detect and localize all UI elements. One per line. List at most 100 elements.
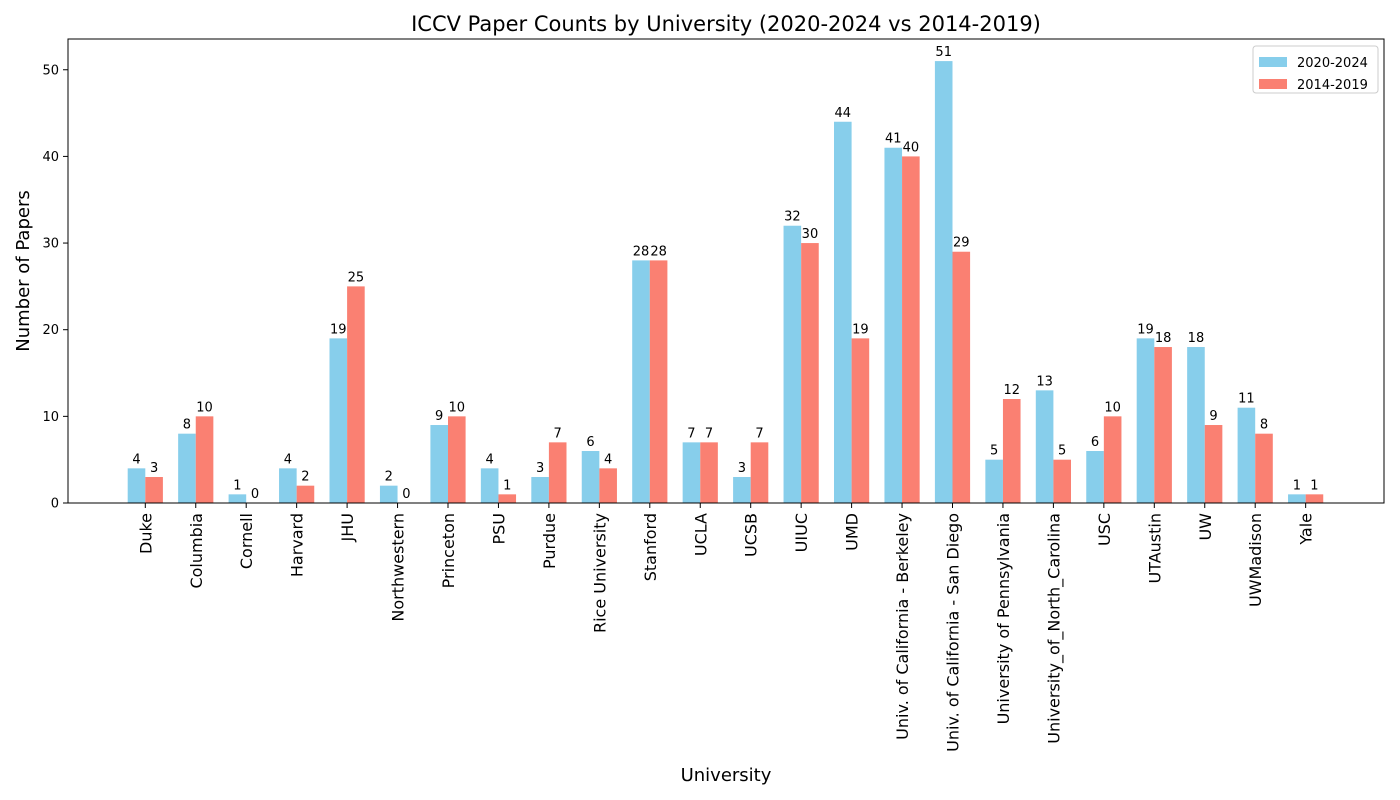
data-label: 1 — [503, 478, 511, 493]
x-tick-label: Yale — [1297, 513, 1316, 546]
bar-series-2 — [750, 442, 769, 503]
bar-series-1 — [531, 477, 549, 503]
x-tick-label: JHU — [338, 513, 357, 542]
y-tick-label: 20 — [42, 323, 59, 338]
x-tick-label: UMD — [843, 513, 862, 551]
data-label: 10 — [196, 400, 213, 415]
legend-label: 2020-2024 — [1297, 56, 1368, 71]
data-label: 10 — [1104, 400, 1121, 415]
data-label: 41 — [885, 132, 902, 147]
data-label: 10 — [449, 400, 466, 415]
bar-series-1 — [329, 338, 348, 503]
bar-series-1 — [279, 468, 297, 503]
data-label: 5 — [990, 444, 998, 459]
bar-series-2 — [448, 416, 466, 503]
bar-series-1 — [127, 468, 146, 503]
x-tick-label: University of Pennsylvania — [994, 513, 1013, 724]
x-axis-label: University — [681, 765, 772, 786]
bar-series-2 — [1103, 416, 1122, 503]
bar-series-2 — [1255, 433, 1273, 503]
bar-series-1 — [480, 468, 499, 503]
x-tick-label: UTAustin — [1145, 513, 1164, 584]
bar-series-1 — [985, 459, 1003, 503]
x-tick-label: Univ. of California - San Diego — [944, 513, 963, 752]
data-label: 2 — [385, 470, 393, 485]
bar-series-2 — [599, 468, 617, 503]
legend-swatch — [1259, 57, 1287, 67]
data-label: 0 — [402, 487, 410, 502]
y-tick-label: 40 — [42, 150, 59, 165]
data-label: 3 — [738, 461, 746, 476]
bar-series-1 — [682, 442, 701, 503]
data-label: 19 — [852, 322, 869, 337]
data-label: 44 — [835, 106, 852, 121]
bar-series-2 — [700, 442, 718, 503]
bar-series-2 — [1053, 459, 1071, 503]
data-label: 8 — [1260, 418, 1268, 433]
data-label: 29 — [953, 236, 970, 251]
data-label: 30 — [802, 227, 819, 242]
bars — [127, 61, 1324, 504]
y-axis-label: Number of Papers — [13, 190, 34, 351]
x-tick-label: Northwestern — [389, 513, 408, 622]
data-label: 8 — [183, 418, 191, 433]
bar-series-2 — [1204, 425, 1223, 503]
x-axis: Duke Columbia Cornell Harvard JHU Northwester… — [136, 503, 1316, 752]
x-tick-label: Princeton — [439, 513, 458, 588]
bar-series-2 — [296, 485, 315, 503]
x-tick-label: Rice University — [590, 513, 609, 633]
legend-label: 2014-2019 — [1297, 78, 1368, 93]
bar-series-2 — [952, 251, 971, 503]
x-tick-label: Cornell — [237, 513, 256, 569]
bar-series-2 — [498, 494, 517, 503]
bar-series-2 — [902, 156, 920, 503]
data-label: 3 — [536, 461, 544, 476]
bar-series-1 — [1237, 407, 1256, 503]
x-tick-label: USC — [1095, 513, 1114, 546]
data-label: 0 — [251, 487, 259, 502]
bar-series-1 — [1086, 451, 1104, 503]
bar-series-1 — [379, 485, 398, 503]
data-label: 5 — [1058, 444, 1066, 459]
data-label: 19 — [330, 322, 347, 337]
bar-series-2 — [347, 286, 365, 503]
y-tick-label: 10 — [42, 410, 59, 425]
data-label: 28 — [633, 244, 650, 259]
data-label: 7 — [705, 426, 713, 441]
bar-series-1 — [884, 147, 903, 504]
data-label: 11 — [1238, 392, 1255, 407]
x-tick-label: PSU — [489, 513, 508, 545]
bar-series-1 — [581, 451, 600, 503]
data-label: 7 — [687, 426, 695, 441]
bar-series-1 — [1035, 390, 1054, 503]
data-label: 1 — [233, 478, 241, 493]
bar-series-1 — [783, 225, 802, 504]
bar-series-1 — [1288, 494, 1306, 503]
data-label: 32 — [784, 210, 801, 225]
x-tick-label: University_of_North_Carolina — [1044, 513, 1064, 744]
bar-series-2 — [851, 338, 870, 503]
x-tick-label: UCSB — [742, 513, 761, 557]
data-label: 9 — [1209, 409, 1217, 424]
x-tick-label: UW — [1196, 513, 1215, 541]
data-label: 51 — [935, 45, 952, 60]
bar-series-1 — [178, 433, 196, 503]
data-label: 19 — [1137, 322, 1154, 337]
x-tick-label: Stanford — [641, 513, 660, 581]
y-tick-label: 0 — [51, 497, 59, 512]
x-tick-label: UWMadison — [1246, 513, 1265, 607]
chart-title: ICCV Paper Counts by University (2020-20… — [411, 12, 1041, 36]
data-label: 4 — [486, 452, 494, 467]
legend-swatch — [1259, 79, 1287, 89]
data-label: 9 — [435, 409, 443, 424]
data-label: 3 — [150, 461, 158, 476]
bar-series-2 — [1002, 399, 1021, 503]
data-label: 2 — [301, 470, 309, 485]
y-tick-label: 30 — [42, 237, 59, 252]
bar-series-2 — [1154, 347, 1172, 503]
bar-series-1 — [632, 260, 650, 503]
bar-series-2 — [801, 243, 819, 503]
bar-series-2 — [1305, 494, 1324, 503]
